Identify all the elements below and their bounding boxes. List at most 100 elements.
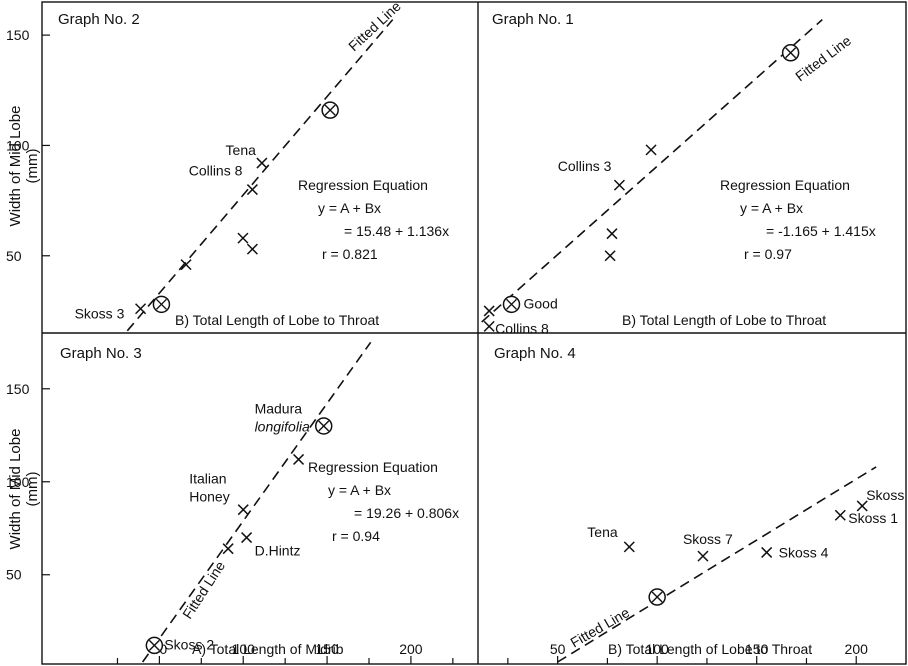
circled-point-cross: [148, 639, 160, 651]
x-tick-label: 150: [745, 641, 769, 657]
point-label: Madura: [255, 400, 303, 416]
data-point-cross: [604, 250, 616, 262]
data-point: [483, 320, 495, 332]
x-tick-label: 100: [645, 641, 669, 657]
y-tick-label: 50: [6, 248, 22, 264]
circled-point: [321, 101, 339, 119]
data-point: [606, 228, 618, 240]
data-point-cross: [256, 157, 268, 169]
chart-title: Graph No. 1: [492, 11, 574, 28]
x-axis-label: B) Total Length of Lobe to Throat: [622, 312, 826, 328]
data-point-cross: [483, 305, 495, 317]
y-tick-label: 150: [6, 381, 30, 397]
y-tick-label: 100: [6, 474, 30, 490]
data-point: [834, 509, 846, 521]
data-point: [222, 543, 234, 555]
data-point: [604, 250, 616, 262]
fitted-line: [141, 341, 372, 663]
x-tick-label: 100: [232, 641, 256, 657]
data-point-cross: [246, 243, 258, 255]
panel-frames: [41, 1, 907, 665]
point-label: Honey: [189, 489, 229, 505]
regression-equation-line: r = 0.97: [744, 246, 792, 262]
point-label: Italian: [189, 471, 226, 487]
y-tick-label: 150: [6, 27, 30, 43]
data-point: [483, 305, 495, 317]
x-tick-label: 200: [845, 641, 869, 657]
circled-point: [145, 636, 164, 655]
point-label: Collins 8: [495, 320, 549, 336]
chart-g1: Graph No. 1 Fitted Line Collins 8 Collins 3…: [481, 11, 876, 336]
circled-point: [314, 417, 333, 435]
data-point-cross: [834, 509, 846, 521]
data-point-cross: [241, 532, 253, 544]
chart-title: Graph No. 3: [60, 345, 142, 362]
regression-equation-line: r = 0.94: [332, 528, 380, 544]
chart-g3: Graph No. 35010015050100150200Fitted Lin…: [6, 341, 459, 664]
fitted-line: [557, 466, 877, 663]
chart-g2: Graph No. 2 50 100 150 Fitted Line Skoss 3 Col…: [6, 0, 449, 332]
circled-point: [781, 44, 800, 62]
regression-equation-line: y = A + Bx: [740, 200, 803, 216]
x-tick-label: 150: [315, 641, 339, 657]
data-point: [645, 144, 657, 156]
data-point: [246, 243, 258, 255]
data-point: [613, 179, 625, 191]
circled-point: [648, 588, 666, 606]
chart-title: Graph No. 2: [58, 11, 140, 28]
circled-point-cross: [324, 104, 336, 116]
fitted-line-label: Fitted Line: [792, 32, 854, 84]
circled-point-cross: [155, 298, 167, 310]
regression-equation-line: Regression Equation: [720, 177, 850, 193]
point-label: Collins 3: [558, 158, 612, 174]
data-point-cross: [237, 504, 249, 516]
data-point-cross: [613, 179, 625, 191]
regression-equation-line: Regression Equation: [298, 177, 428, 193]
y-axis-label-bottom: Width of Mid Lobe (mm): [7, 428, 41, 550]
data-point-cross: [606, 228, 618, 240]
data-point-cross: [293, 453, 305, 465]
regression-equation-line: = 15.48 + 1.136x: [344, 223, 449, 239]
data-point-cross: [222, 543, 234, 555]
data-point-cross: [856, 500, 868, 512]
fitted-line: [481, 19, 823, 323]
data-point: [761, 546, 773, 558]
x-axis-label: B) Total Length of Lobe to Throat: [175, 312, 379, 328]
point-label: Skoss 2: [164, 636, 214, 652]
data-point-cross: [623, 541, 635, 553]
regression-equation-line: r = 0.821: [322, 246, 378, 262]
data-point: [256, 157, 268, 169]
data-point: [241, 532, 253, 544]
data-point-cross: [645, 144, 657, 156]
x-tick-label: 50: [550, 641, 566, 657]
circled-point: [152, 295, 171, 314]
point-label: Skoss 1: [848, 510, 898, 526]
circled-point-cross: [318, 420, 330, 432]
data-point: [246, 184, 258, 196]
data-point-cross: [483, 320, 495, 332]
fitted-line-label: Fitted Line: [345, 0, 404, 54]
x-tick-label: 200: [399, 641, 423, 657]
circled-point: [502, 295, 521, 314]
data-point: [293, 453, 305, 465]
circled-point-cross: [785, 47, 797, 59]
point-label: Skoss 7: [683, 531, 733, 547]
y-tick-label: 50: [6, 567, 22, 583]
point-label: longifolia: [255, 418, 310, 434]
data-point-cross: [237, 232, 249, 244]
data-point-cross: [180, 259, 192, 271]
data-point: [180, 259, 192, 271]
data-point-cross: [697, 550, 709, 562]
point-label: Collins 8: [189, 163, 243, 179]
data-point: [237, 232, 249, 244]
point-label: D.Hintz: [255, 543, 301, 559]
data-point-cross: [761, 546, 773, 558]
y-tick-label: 100: [6, 137, 30, 153]
data-point: [856, 500, 868, 512]
data-point-cross: [246, 184, 258, 196]
point-label: Skoss 4: [779, 544, 829, 560]
data-point: [237, 504, 249, 516]
point-label: Skoss 3: [75, 306, 125, 322]
